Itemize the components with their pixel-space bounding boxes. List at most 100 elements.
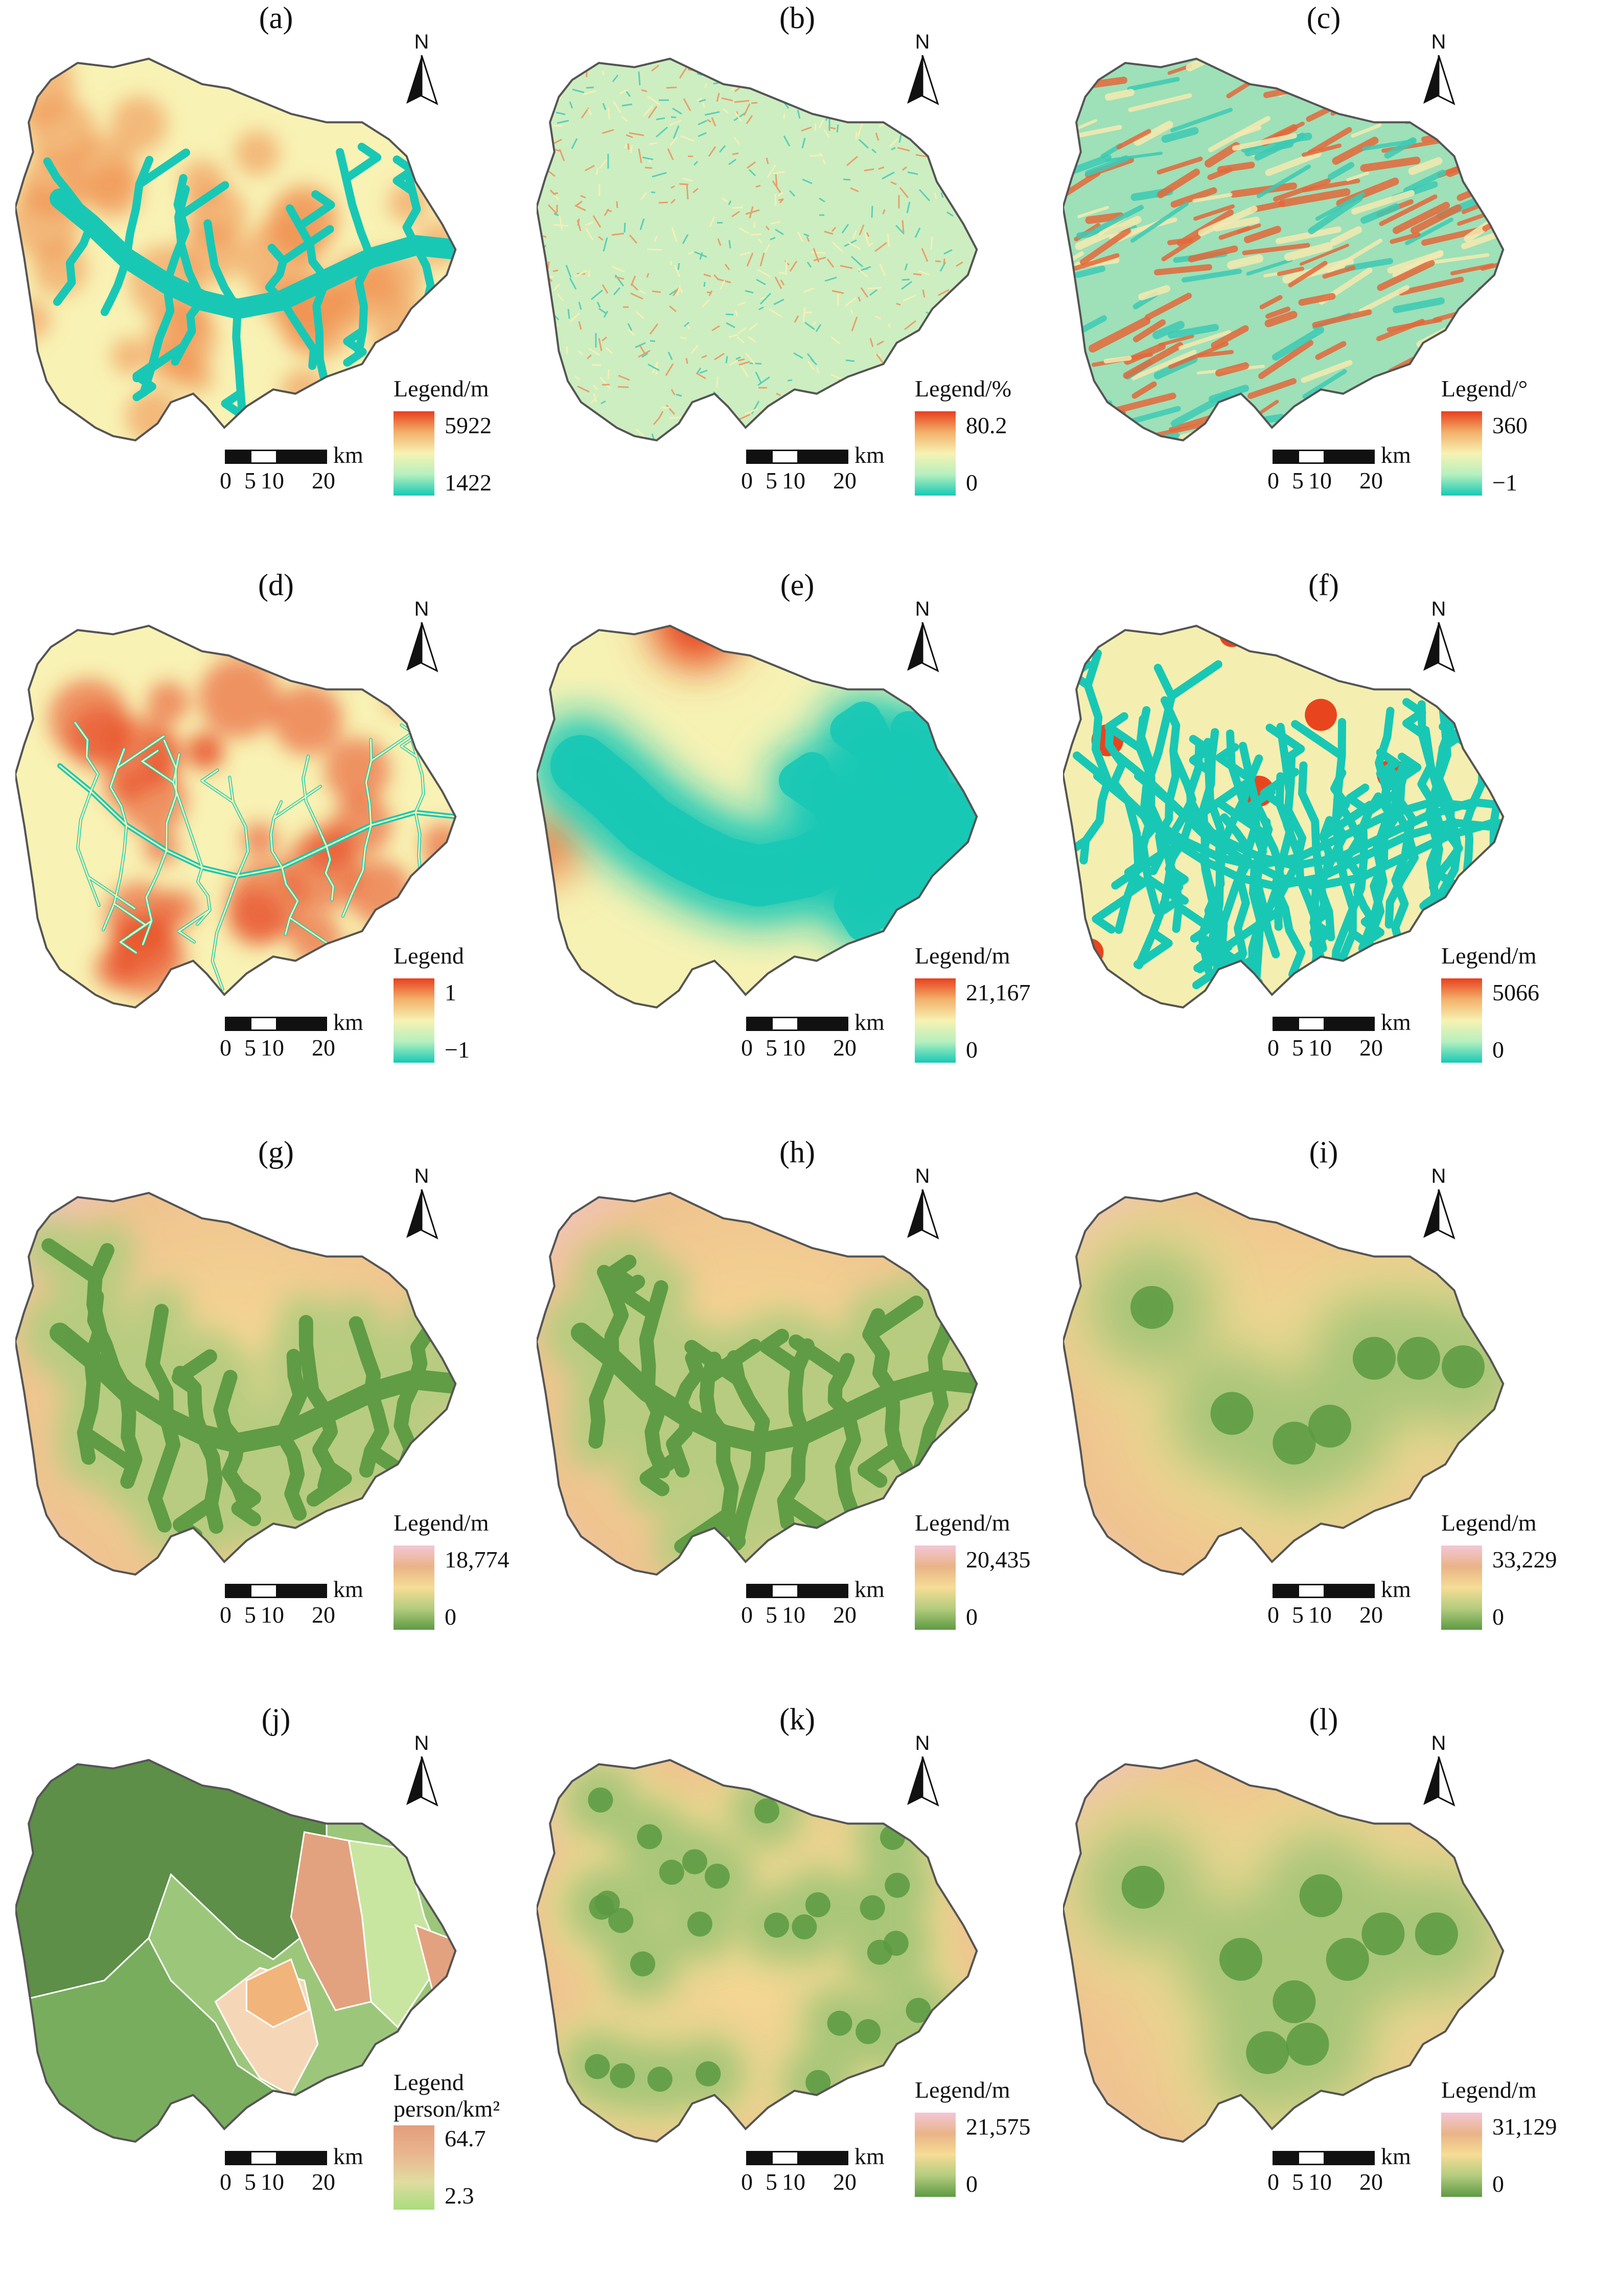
north-arrow: N	[1416, 1732, 1462, 1809]
map-panel: (d) N km 0 5 10 20 Legend	[10, 567, 542, 1134]
legend-max: 33,229	[1492, 1547, 1557, 1573]
scale-bar-graphic	[225, 2151, 327, 2165]
panel-label: (b)	[779, 1, 815, 35]
legend-title: Legend	[394, 943, 464, 969]
map-panel: (g) N km 0 5 10 20 Legend/m	[10, 1134, 542, 1701]
legend-title: Legend/m	[915, 1510, 1010, 1536]
legend-max: 80.2	[966, 412, 1007, 438]
scale-bar: km 0 5 10 20	[741, 2144, 930, 2207]
scale-tick: 5	[1292, 1602, 1304, 1628]
scale-tick: 0	[741, 467, 753, 494]
scale-bar-graphic	[225, 1017, 327, 1031]
scale-ticks: 0 5 10 20	[220, 2168, 353, 2196]
scale-unit: km	[333, 1576, 363, 1602]
panel-label: (l)	[1309, 1702, 1338, 1736]
scale-tick: 0	[1267, 1602, 1279, 1628]
scale-tick: 20	[312, 2169, 335, 2195]
legend: Legend/m 5922 1422	[394, 376, 547, 529]
scale-ticks: 0 5 10 20	[1267, 1034, 1400, 1062]
scale-tick: 10	[782, 1602, 805, 1628]
legend-max: 5066	[1492, 979, 1539, 1005]
legend: Legend/m 21,575 0	[915, 2077, 1068, 2230]
panel-label: (a)	[259, 1, 293, 35]
scale-tick: 10	[782, 1035, 805, 1061]
panel-label: (j)	[261, 1702, 291, 1736]
scale-unit: km	[333, 2143, 363, 2169]
legend-title: Legend/m	[1441, 1510, 1537, 1536]
north-arrow-icon	[406, 55, 438, 105]
north-label: N	[414, 31, 429, 53]
north-arrow-icon	[1423, 1189, 1455, 1239]
scale-ticks: 0 5 10 20	[741, 467, 874, 495]
scale-tick: 20	[833, 1035, 857, 1061]
map-panel: (f) N km 0 5 10 20 Legend/m	[1058, 567, 1589, 1134]
scale-tick: 0	[741, 1602, 753, 1628]
watershed-map	[535, 1747, 981, 2174]
legend-title: Legend/m	[915, 2077, 1010, 2103]
scale-bar: km 0 5 10 20	[220, 1577, 409, 1640]
legend-min: 0	[966, 1604, 978, 1630]
map-panel: (a) N km 0 5 10 20 Legend/m	[10, 0, 542, 567]
scale-bar-graphic	[1273, 450, 1375, 464]
scale-tick: 0	[741, 1035, 753, 1061]
scale-ticks: 0 5 10 20	[220, 467, 353, 495]
scale-tick: 10	[1308, 1035, 1332, 1061]
scale-bar: km 0 5 10 20	[1267, 1577, 1457, 1640]
scale-tick: 10	[1308, 2169, 1332, 2195]
scale-tick: 0	[220, 1035, 232, 1061]
north-label: N	[915, 598, 930, 620]
scale-tick: 20	[1359, 2169, 1383, 2195]
scale-tick: 10	[782, 2169, 805, 2195]
scale-tick: 5	[766, 2169, 777, 2195]
panel-label: (e)	[780, 568, 815, 602]
scale-unit: km	[1381, 1009, 1411, 1035]
panel-label: (f)	[1308, 568, 1339, 602]
scale-tick: 0	[1267, 2169, 1279, 2195]
legend-color-ramp	[915, 978, 956, 1063]
legend-title: Legend/m	[394, 376, 489, 402]
scale-bar: km 0 5 10 20	[741, 1577, 930, 1640]
watershed-map	[14, 46, 460, 473]
watershed-map	[535, 46, 981, 473]
scale-tick: 0	[220, 467, 232, 494]
north-arrow: N	[899, 1165, 945, 1241]
map-panel: (c) N km 0 5 10 20 Legend/°	[1058, 0, 1589, 567]
legend-title: Legend	[394, 2069, 464, 2095]
north-label: N	[1431, 1732, 1446, 1754]
legend-min: 0	[445, 1604, 456, 1630]
north-arrow: N	[1416, 1165, 1462, 1241]
scale-tick: 5	[244, 1035, 256, 1061]
scale-ticks: 0 5 10 20	[741, 2168, 874, 2196]
north-label: N	[915, 31, 930, 53]
scale-tick: 5	[1292, 2169, 1304, 2195]
scale-ticks: 0 5 10 20	[220, 1034, 353, 1062]
scale-tick: 20	[1359, 467, 1383, 494]
legend: Legend person/km² 64.7 2.3	[394, 2069, 547, 2222]
watershed-map	[14, 1747, 460, 2174]
legend-title: Legend/°	[1441, 376, 1528, 402]
scale-tick: 5	[244, 467, 256, 494]
scale-tick: 20	[1359, 1602, 1383, 1628]
legend: Legend/m 21,167 0	[915, 943, 1068, 1096]
scale-tick: 20	[312, 1035, 335, 1061]
north-arrow-icon	[406, 622, 438, 672]
legend-max: 5922	[445, 412, 492, 438]
scale-tick: 5	[766, 1035, 777, 1061]
north-arrow-icon	[1423, 1756, 1455, 1807]
north-arrow: N	[399, 598, 445, 674]
north-arrow: N	[899, 598, 945, 674]
map-panel: (k) N km 0 5 10 20 Legend/m	[531, 1701, 1063, 2268]
scale-tick: 5	[766, 1602, 777, 1628]
scale-ticks: 0 5 10 20	[1267, 2168, 1400, 2196]
map-panel: (j) N km 0 5 10 20 Legend p	[10, 1701, 542, 2268]
panel-label: (g)	[258, 1135, 294, 1169]
scale-bar: km 0 5 10 20	[741, 1010, 930, 1073]
legend-min: 0	[966, 2171, 978, 2197]
north-arrow-icon	[406, 1756, 438, 1807]
scale-tick: 5	[244, 2169, 256, 2195]
legend-unit: person/km²	[394, 2096, 500, 2122]
legend-min: 0	[1492, 1037, 1504, 1063]
scale-tick: 5	[244, 1602, 256, 1628]
north-arrow-icon	[907, 1189, 939, 1239]
scale-bar-graphic	[746, 2151, 848, 2165]
